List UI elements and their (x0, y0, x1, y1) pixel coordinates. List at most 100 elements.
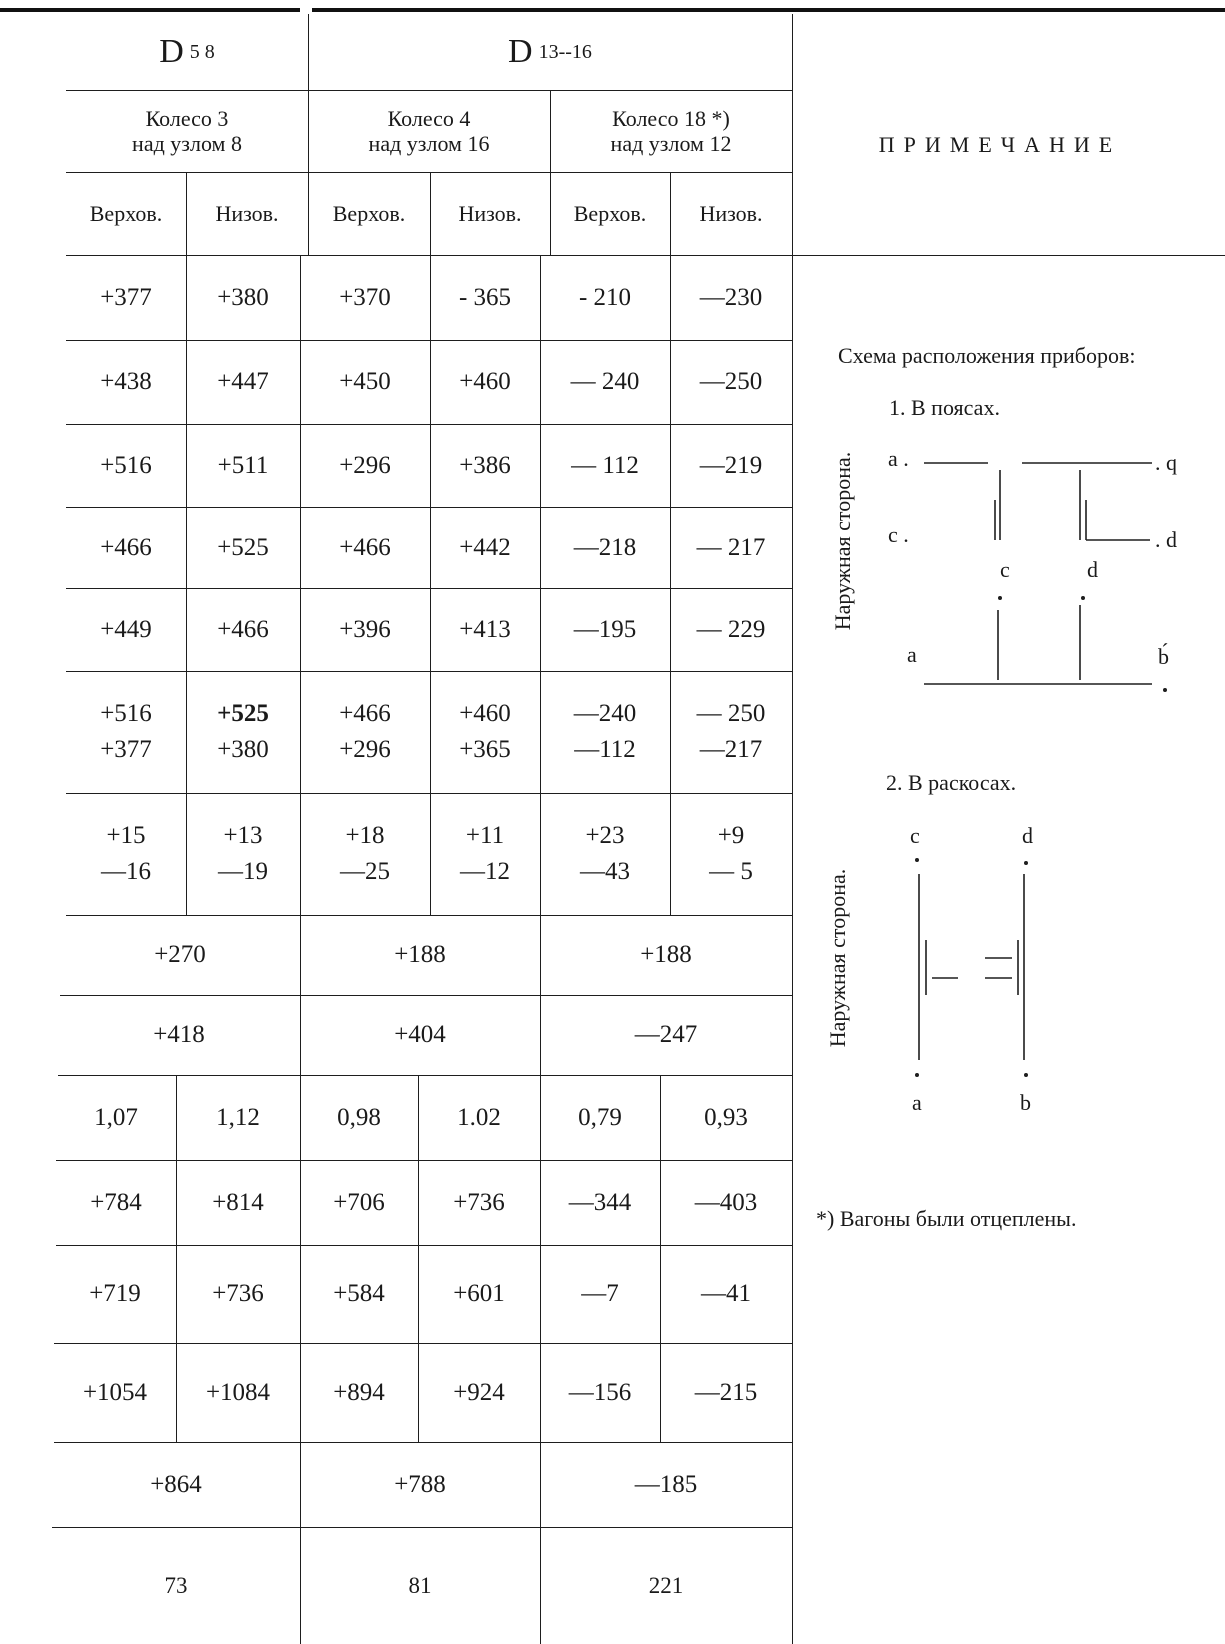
gauge-point (1024, 1073, 1028, 1077)
table-cell: —250 (699, 368, 763, 395)
table-cell: +1054 (82, 1378, 148, 1406)
table-cell-wide: +188 (640, 941, 692, 968)
pair-value-top: +18 (345, 822, 385, 849)
table-cell: - 365 (458, 283, 512, 311)
pair-value-top: +460 (459, 700, 511, 727)
pair-value-top: +11 (465, 822, 505, 849)
table-cell: 1,12 (216, 1103, 260, 1131)
pair-value-bottom: — 5 (709, 858, 753, 885)
wheel-header-line: над узлом 8 (132, 131, 242, 156)
table-cell: +516 (100, 451, 152, 479)
schema-title: Схема расположения приборов: (838, 343, 1136, 368)
gauge-label-q: . q (1155, 450, 1177, 475)
pair-value-bottom: —25 (340, 858, 390, 885)
table-cell: —7 (581, 1280, 619, 1307)
side-label-braces: Наружная сторона. (825, 868, 850, 1048)
col-rule (540, 255, 541, 1644)
subcol-header: Верхов. (332, 200, 406, 226)
top-rule-left (0, 8, 300, 12)
table-cell: 1.02 (457, 1103, 501, 1131)
subcol-header: Верхов. (573, 200, 647, 226)
header-divider (670, 172, 671, 255)
table-cell: +450 (339, 368, 391, 395)
table-cell-pair: +15 —16 (66, 793, 186, 915)
header-divider (792, 14, 793, 255)
row-rule (66, 340, 792, 341)
subcol-header: Низов. (699, 200, 763, 226)
table-cell: +736 (212, 1280, 264, 1307)
table-cell: — 112 (571, 451, 639, 479)
pair-value-top: +23 (585, 822, 625, 849)
table-cell-wide: 81 (408, 1572, 432, 1598)
footnote: *) Вагоны были отцеплены. (816, 1206, 1077, 1231)
pair-value-bottom: —43 (580, 858, 630, 885)
table-cell-wide: +188 (394, 941, 446, 968)
header-rule (66, 90, 792, 91)
table-cell-pair: +525 +380 (186, 671, 300, 793)
row-rule (66, 424, 792, 425)
row-rule (56, 1160, 792, 1161)
gauge-label-a: a . (888, 446, 909, 471)
table-cell: +511 (217, 451, 269, 479)
group-header-sub: 13--16 (538, 41, 592, 63)
table-cell: +442 (459, 533, 511, 561)
wheel-header-line: над узлом 16 (368, 131, 490, 156)
gauge-label-d: . d (1155, 527, 1177, 552)
col-rule (430, 255, 431, 915)
table-cell: 1,07 (94, 1103, 138, 1131)
wheel-header-4: Колесо 4 над узлом 16 (308, 90, 550, 172)
col-rule (186, 255, 187, 915)
pair-value-top: +9 (717, 822, 745, 849)
row-rule (58, 1075, 792, 1076)
gauge-label-a-bottom: a (907, 642, 917, 667)
table-cell: +525 (217, 533, 269, 561)
wheel-header-18: Колесо 18 *) над узлом 12 (550, 90, 792, 172)
col-rule (418, 1075, 419, 1443)
pair-value-bottom: +365 (459, 736, 511, 763)
table-cell: +447 (217, 368, 269, 395)
table-cell-wide: —247 (634, 1021, 698, 1048)
table-cell: - 210 (578, 283, 632, 311)
table-cell: — 240 (570, 368, 640, 395)
table-cell: —218 (573, 533, 637, 561)
col-rule (670, 255, 671, 915)
table-cell-wide: +270 (154, 941, 206, 968)
table-cell: +924 (453, 1378, 505, 1406)
table-cell: +466 (339, 533, 391, 561)
table-cell: 0,98 (337, 1103, 381, 1131)
table-cell-wide: +404 (394, 1021, 446, 1048)
table-cell: +438 (100, 368, 152, 395)
table-cell-pair: +460 +365 (430, 671, 540, 793)
wheel-header-line: Колесо 3 (145, 106, 229, 131)
table-cell-wide: +864 (150, 1470, 202, 1498)
table-cell: +719 (89, 1280, 141, 1307)
table-cell: 0,79 (578, 1103, 622, 1131)
brace-label-b: b (1020, 1090, 1031, 1115)
table-cell: +449 (100, 615, 152, 643)
header-divider (430, 172, 431, 255)
table-cell: +466 (217, 615, 269, 643)
group-header-sub: 5 8 (189, 41, 215, 63)
gauge-point (1081, 596, 1085, 600)
table-cell-pair: +9 — 5 (670, 793, 792, 915)
table-cell: +706 (333, 1188, 385, 1216)
row-rule (66, 915, 792, 916)
section-braces-title: 2. В раскосах. (886, 770, 1017, 795)
gauge-point (1163, 688, 1167, 692)
table-cell: +380 (217, 283, 269, 311)
gauge-label-c: c . (888, 522, 909, 547)
table-cell: +413 (459, 615, 511, 643)
table-cell-wide: 221 (648, 1572, 684, 1598)
wheel-header-line: Колесо 18 *) (612, 106, 730, 131)
table-cell: —403 (694, 1188, 758, 1216)
pair-value-top: +13 (223, 822, 263, 849)
table-cell: +814 (212, 1188, 264, 1216)
brace-label-d: d (1022, 823, 1033, 848)
table-cell: +894 (333, 1378, 385, 1406)
subcol-header: Низов. (215, 200, 279, 226)
table-cell: +377 (100, 283, 152, 311)
table-cell: +370 (339, 283, 391, 311)
col-rule (300, 255, 301, 1644)
